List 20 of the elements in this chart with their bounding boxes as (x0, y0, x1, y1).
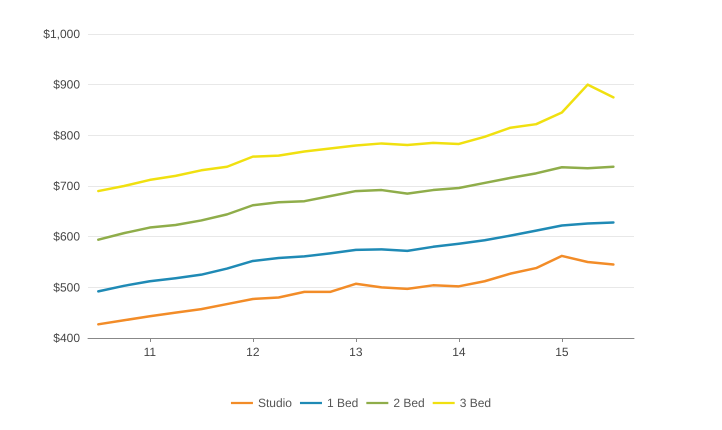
y-tick-label: $800 (53, 128, 80, 142)
legend-label: Studio (258, 396, 292, 410)
legend-label: 2 Bed (393, 396, 425, 410)
y-tick-label: $400 (53, 331, 80, 345)
y-tick-label: $1,000 (43, 27, 80, 41)
x-tick-label: 13 (349, 345, 363, 359)
y-tick-label: $600 (53, 230, 80, 244)
x-tick-label: 15 (555, 345, 569, 359)
line-series (97, 83, 615, 192)
line-series (97, 165, 615, 241)
x-tick-label: 14 (452, 345, 466, 359)
line-series (97, 254, 615, 326)
legend-label: 1 Bed (326, 396, 358, 410)
line-series (97, 221, 615, 293)
y-tick-label: $500 (53, 280, 80, 294)
y-tick-label: $700 (53, 179, 80, 193)
x-tick-label: 11 (144, 345, 156, 359)
legend-label: 3 Bed (460, 396, 492, 410)
x-tick-label: 12 (246, 345, 260, 359)
y-tick-label: $900 (53, 78, 80, 92)
